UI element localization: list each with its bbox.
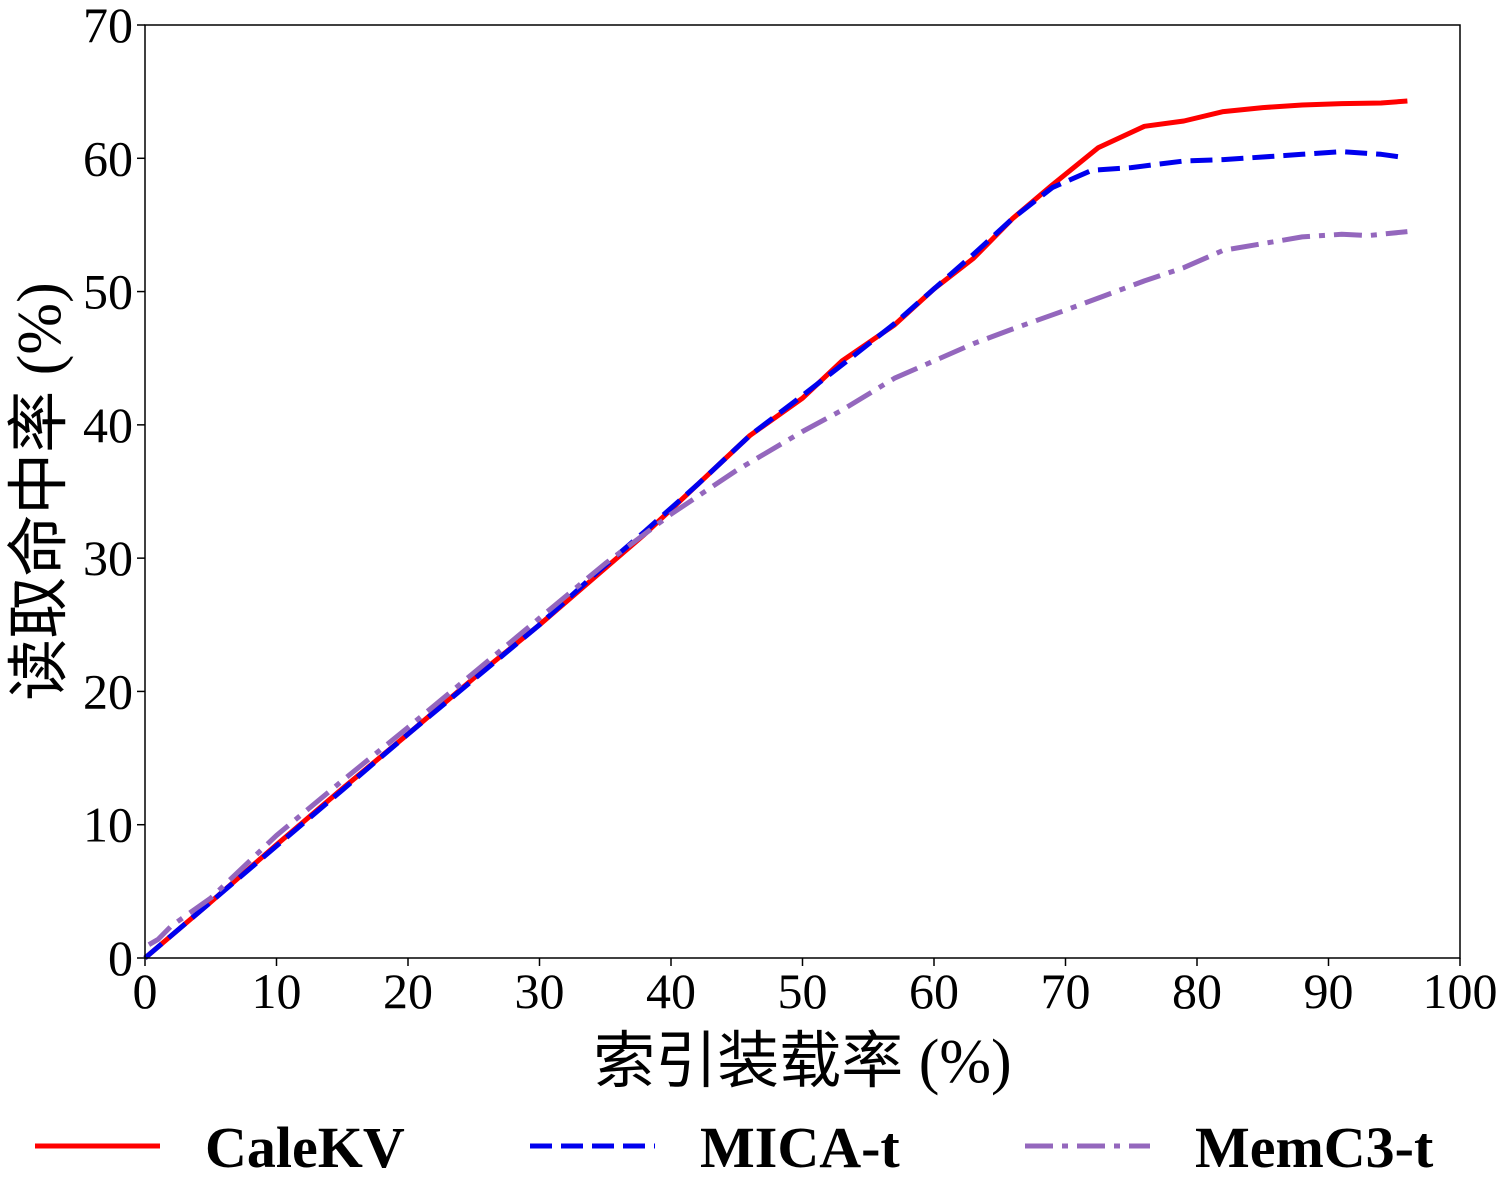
y-tick-label: 30 xyxy=(83,530,133,586)
x-tick-label: 80 xyxy=(1172,963,1222,1019)
series-line-1 xyxy=(143,149,1402,960)
x-tick-label: 100 xyxy=(1423,963,1498,1019)
x-tick-label: 40 xyxy=(646,963,696,1019)
y-tick-label: 20 xyxy=(83,663,133,719)
y-tick-label: 50 xyxy=(83,264,133,320)
x-tick-label: 70 xyxy=(1041,963,1091,1019)
y-tick-label: 60 xyxy=(83,130,133,186)
legend-label-2: MemC3-t xyxy=(1195,1115,1434,1180)
x-tick-label: 0 xyxy=(133,963,158,1019)
legend: CaleKV MICA-t MemC3-t xyxy=(35,1115,1434,1180)
y-tick-label: 70 xyxy=(83,0,133,53)
y-axis-ticks: 0 10 20 30 40 50 60 70 xyxy=(83,0,145,986)
y-tick-label: 0 xyxy=(108,930,133,986)
x-tick-label: 30 xyxy=(515,963,565,1019)
x-tick-label: 20 xyxy=(383,963,433,1019)
x-tick-label: 10 xyxy=(252,963,302,1019)
y-axis-title: 读取命中率 (%) xyxy=(6,282,74,700)
x-tick-label: 50 xyxy=(778,963,828,1019)
x-axis-title: 索引装载率 (%) xyxy=(593,1028,1011,1096)
series-line-2 xyxy=(147,229,1408,947)
x-tick-label: 90 xyxy=(1304,963,1354,1019)
legend-label-1: MICA-t xyxy=(700,1115,900,1180)
plot-frame xyxy=(144,24,1461,959)
plot-lines xyxy=(143,98,1408,960)
y-tick-label: 10 xyxy=(83,797,133,853)
series-line-0 xyxy=(143,98,1408,960)
legend-label-0: CaleKV xyxy=(205,1115,405,1180)
x-axis-ticks: 0 10 20 30 40 50 60 70 80 90 100 xyxy=(133,958,1498,1019)
x-tick-label: 60 xyxy=(909,963,959,1019)
y-tick-label: 40 xyxy=(83,397,133,453)
